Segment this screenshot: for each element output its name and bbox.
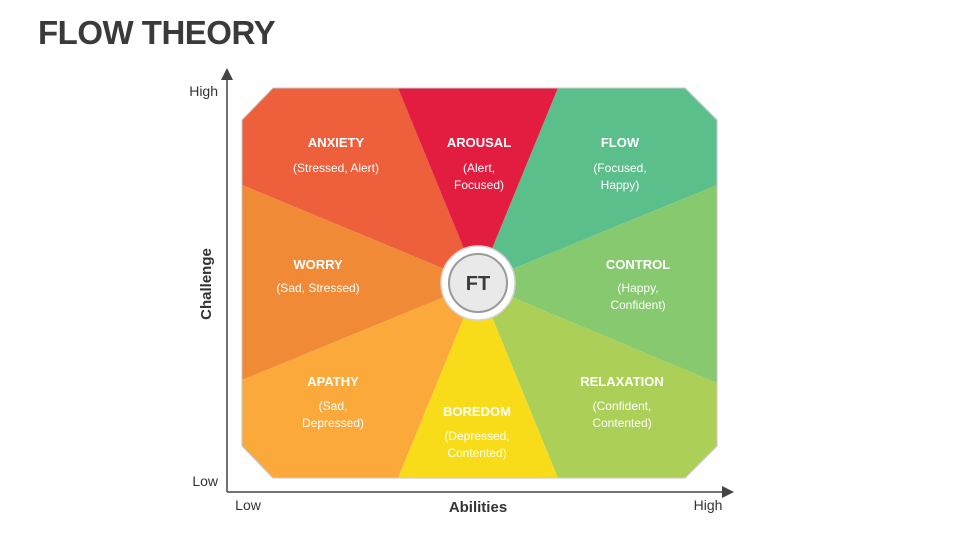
segment-anxiety-title: ANXIETY <box>308 135 365 150</box>
label-boredom: BOREDOM (Depressed, Contented) <box>443 404 511 460</box>
segment-worry-desc: (Sad, Stressed) <box>276 281 359 295</box>
x-axis-low-label: Low <box>235 497 262 513</box>
label-arousal: AROUSAL (Alert, Focused) <box>447 135 511 192</box>
segment-arousal-title: AROUSAL <box>447 135 511 150</box>
segment-anxiety-shape <box>242 88 478 283</box>
y-axis-high-label: High <box>189 83 218 99</box>
segment-anxiety-desc: (Stressed, Alert) <box>293 161 379 175</box>
segment-arousal <box>398 88 558 283</box>
segment-flow-desc-line2: Happy) <box>601 178 640 192</box>
segment-boredom-shape <box>398 283 558 478</box>
segment-relaxation-desc-line1: (Confident, <box>593 399 652 413</box>
segment-control-desc-line2: Confident) <box>610 298 665 312</box>
segment-flow-shape <box>478 88 717 283</box>
label-worry: WORRY (Sad, Stressed) <box>276 257 359 295</box>
y-axis-low-label: Low <box>192 473 219 489</box>
segment-flow-title: FLOW <box>601 135 640 150</box>
segment-boredom-title: BOREDOM <box>443 404 511 419</box>
segment-apathy-desc-line2: Depressed) <box>302 416 364 430</box>
segment-apathy-desc-line1: (Sad, <box>319 399 348 413</box>
x-axis-label: Abilities <box>449 499 507 516</box>
segment-flow-desc-line1: (Focused, <box>593 161 646 175</box>
label-control: CONTROL (Happy, Confident) <box>606 257 670 312</box>
segment-worry <box>242 185 478 380</box>
segment-arousal-shape <box>398 88 558 283</box>
segment-apathy-title: APATHY <box>307 374 359 389</box>
segment-boredom-desc-line2: Contented) <box>447 446 506 460</box>
label-flow: FLOW (Focused, Happy) <box>593 135 646 192</box>
diagram-outline <box>241 87 718 479</box>
center-badge: FT <box>440 245 516 321</box>
segment-apathy-shape <box>242 283 478 478</box>
segment-worry-shape <box>242 185 478 380</box>
y-axis-label: Challenge <box>198 248 215 320</box>
x-axis-high-label: High <box>694 497 723 513</box>
center-label: FT <box>466 273 490 295</box>
segment-anxiety <box>242 88 478 283</box>
segment-relaxation <box>478 283 717 478</box>
segment-control <box>478 185 717 383</box>
segment-relaxation-title: RELAXATION <box>580 374 664 389</box>
label-relaxation: RELAXATION (Confident, Contented) <box>580 374 664 430</box>
slide-title: FLOW THEORY <box>38 14 276 51</box>
segment-arousal-desc-line2: Focused) <box>454 178 504 192</box>
segment-control-desc-line1: (Happy, <box>617 281 658 295</box>
segment-boredom-desc-line1: (Depressed, <box>444 429 509 443</box>
segment-control-shape <box>478 185 717 383</box>
label-apathy: APATHY (Sad, Depressed) <box>302 374 364 430</box>
center-inner-circle <box>448 253 508 313</box>
segment-arousal-desc-line1: (Alert, <box>463 161 495 175</box>
segment-relaxation-shape <box>478 283 717 478</box>
segment-boredom <box>398 283 558 478</box>
label-anxiety: ANXIETY (Stressed, Alert) <box>293 135 379 175</box>
segment-worry-title: WORRY <box>293 257 343 272</box>
segment-flow <box>478 88 717 283</box>
segment-control-title: CONTROL <box>606 257 670 272</box>
segment-relaxation-desc-line2: Contented) <box>592 416 651 430</box>
segment-apathy <box>242 283 478 478</box>
